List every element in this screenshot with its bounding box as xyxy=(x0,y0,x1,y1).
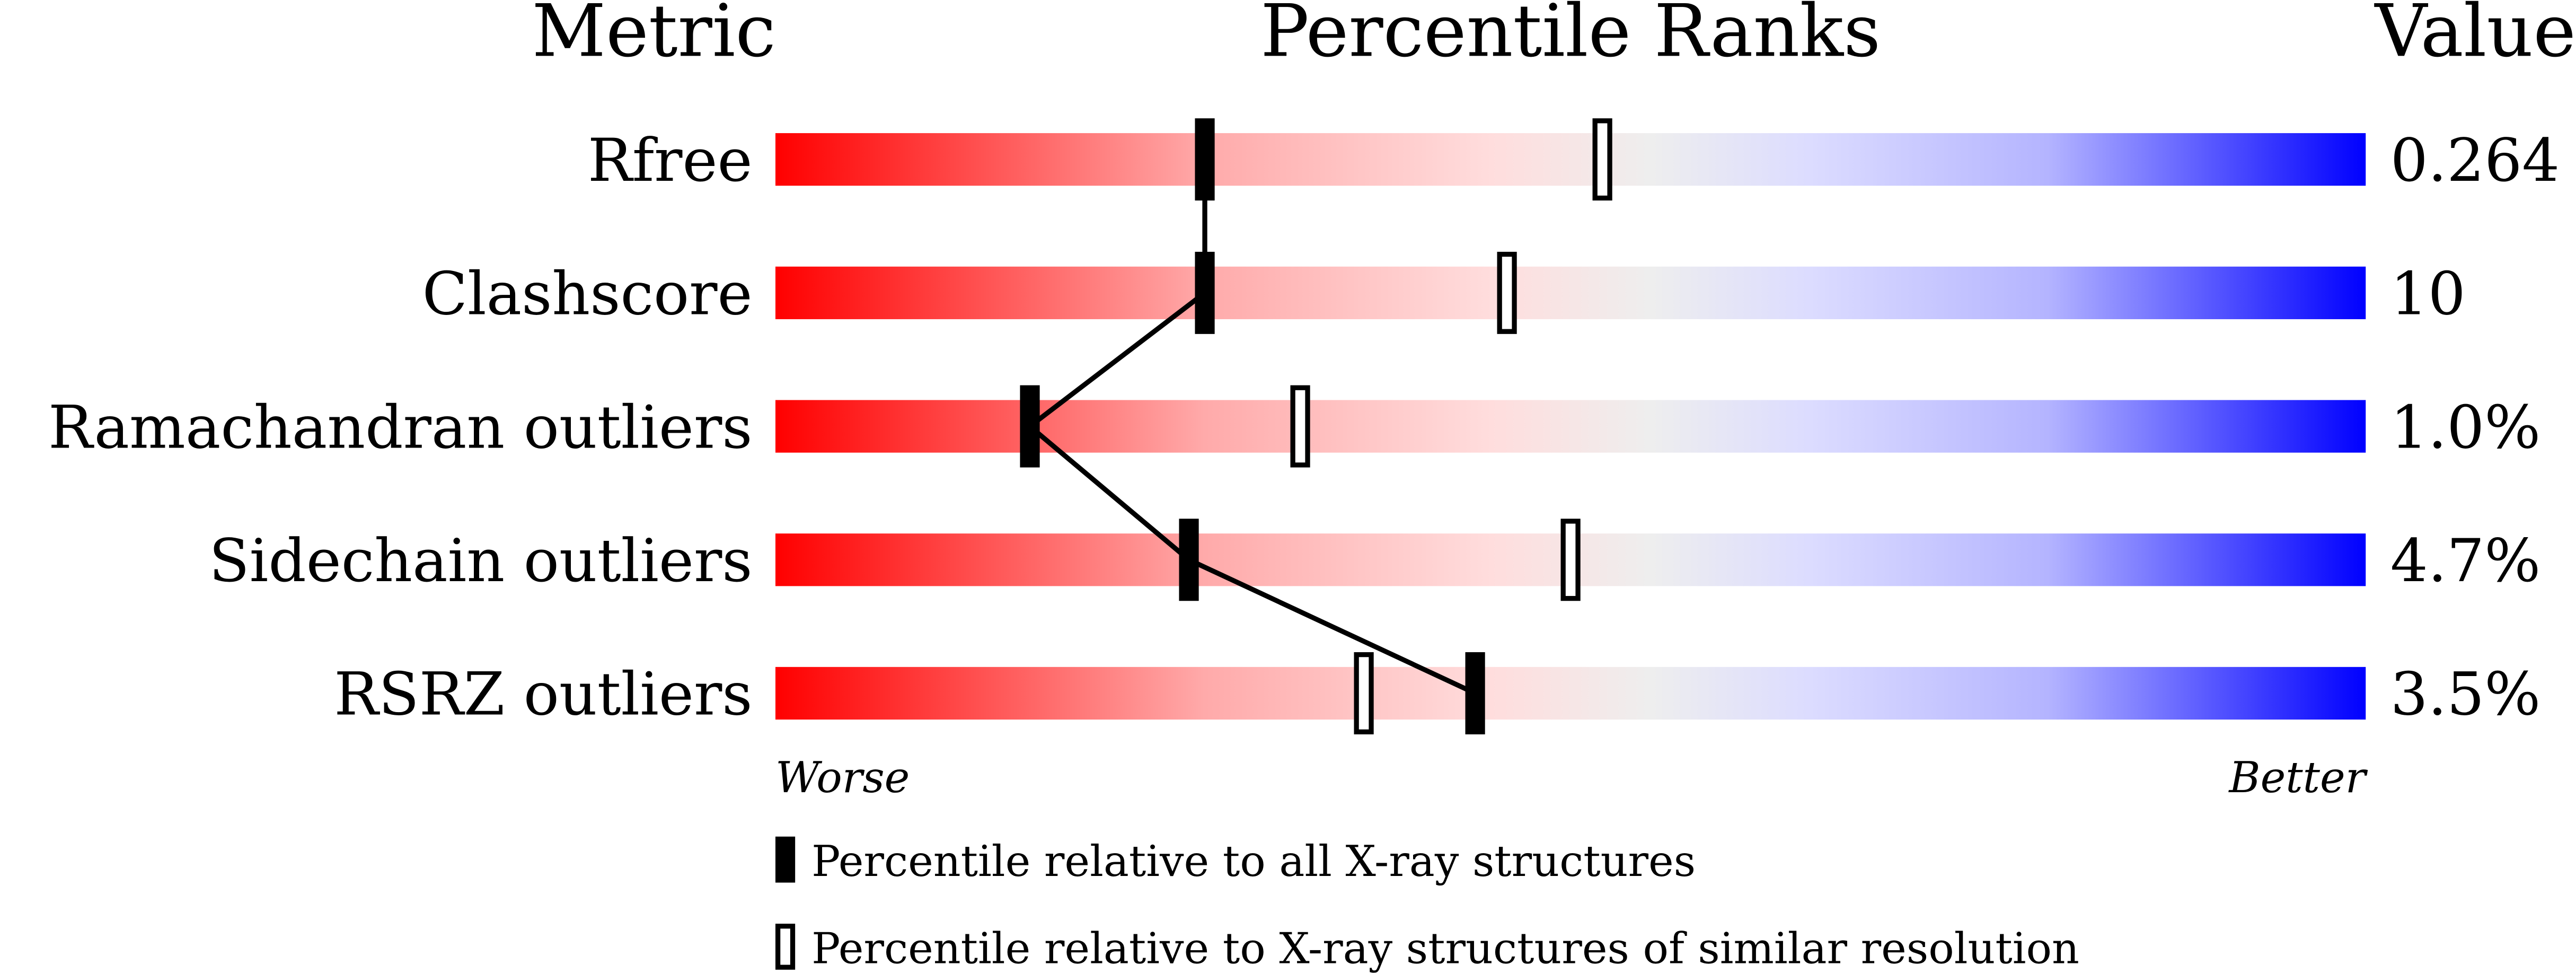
metric-value: 0.264 xyxy=(2390,126,2560,195)
header-metric: Metric xyxy=(532,0,775,73)
similar-resolution-marker xyxy=(1497,251,1517,334)
metric-label: RSRZ outliers xyxy=(334,660,752,729)
percentile-bar xyxy=(775,266,2366,319)
percentile-bar xyxy=(775,400,2366,453)
similar-resolution-marker xyxy=(1560,519,1581,601)
legend-all-label: Percentile relative to all X-ray structu… xyxy=(811,837,1696,887)
all-structures-marker xyxy=(1179,519,1199,601)
metric-label: Rfree xyxy=(588,126,753,195)
all-structures-marker xyxy=(1465,652,1485,734)
all-structures-marker xyxy=(1195,251,1215,334)
similar-resolution-marker xyxy=(1290,385,1310,468)
percentile-bar xyxy=(775,133,2366,186)
metric-value: 10 xyxy=(2390,260,2466,329)
metric-value: 4.7% xyxy=(2390,527,2540,595)
metric-label: Sidechain outliers xyxy=(209,527,752,595)
axis-worse-label: Worse xyxy=(775,753,910,803)
metric-value: 3.5% xyxy=(2390,660,2540,729)
percentile-bar xyxy=(775,667,2366,720)
legend-open-marker xyxy=(775,924,796,970)
legend-filled-marker xyxy=(775,836,796,883)
metric-value: 1.0% xyxy=(2390,393,2540,462)
similar-resolution-marker xyxy=(1592,118,1612,201)
axis-better-label: Better xyxy=(2228,753,2368,803)
similar-resolution-marker xyxy=(1354,652,1374,734)
legend-similar-label: Percentile relative to X-ray structures … xyxy=(811,924,2079,973)
metric-label: Ramachandran outliers xyxy=(48,393,753,462)
all-structures-marker xyxy=(1195,118,1215,201)
header-percentile-ranks: Percentile Ranks xyxy=(1260,0,1881,73)
header-value: Value xyxy=(2374,0,2576,73)
all-structures-marker xyxy=(1020,385,1040,468)
metric-label: Clashscore xyxy=(422,260,753,329)
